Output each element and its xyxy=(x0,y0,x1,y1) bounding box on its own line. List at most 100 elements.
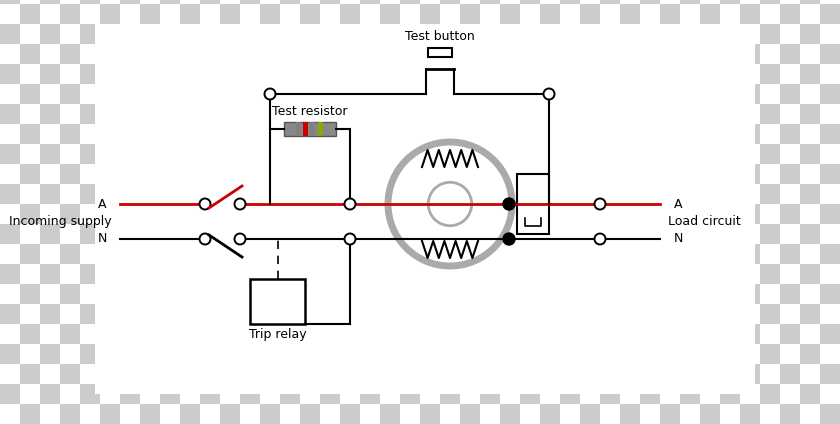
Bar xyxy=(500,0,520,4)
Bar xyxy=(140,224,160,244)
Bar xyxy=(740,124,760,144)
Bar xyxy=(600,24,620,44)
Bar xyxy=(500,24,520,44)
Bar xyxy=(760,384,780,404)
Bar xyxy=(20,284,40,304)
Bar xyxy=(180,24,200,44)
Bar xyxy=(280,84,300,104)
Bar xyxy=(60,204,80,224)
Bar xyxy=(60,344,80,364)
Bar xyxy=(400,204,420,224)
Bar xyxy=(180,84,200,104)
Bar xyxy=(720,344,740,364)
Bar xyxy=(520,0,540,4)
Bar xyxy=(720,384,740,404)
Bar xyxy=(740,4,760,24)
Bar xyxy=(220,104,240,124)
Bar xyxy=(280,0,300,4)
Bar xyxy=(220,264,240,284)
Bar xyxy=(680,244,700,264)
Bar xyxy=(0,384,20,404)
Bar xyxy=(580,264,600,284)
Bar xyxy=(360,224,380,244)
Bar xyxy=(480,184,500,204)
Bar xyxy=(80,0,100,4)
Bar xyxy=(760,104,780,124)
Bar xyxy=(80,44,100,64)
Bar xyxy=(80,324,100,344)
Bar xyxy=(500,124,520,144)
Bar xyxy=(80,144,100,164)
Bar xyxy=(40,144,60,164)
Bar xyxy=(300,0,320,4)
Bar xyxy=(700,364,720,384)
Bar xyxy=(780,164,800,184)
Bar xyxy=(820,124,840,144)
Bar xyxy=(520,324,540,344)
Bar xyxy=(80,124,100,144)
Bar xyxy=(560,364,580,384)
Bar xyxy=(520,124,540,144)
Bar xyxy=(500,364,520,384)
Bar xyxy=(280,104,300,124)
Bar xyxy=(140,324,160,344)
Bar xyxy=(100,0,120,4)
Bar xyxy=(420,24,440,44)
Bar xyxy=(420,164,440,184)
Bar xyxy=(580,164,600,184)
Bar xyxy=(580,324,600,344)
Bar xyxy=(240,404,260,424)
Bar xyxy=(520,244,540,264)
Bar xyxy=(700,0,720,4)
Bar xyxy=(0,184,20,204)
Bar xyxy=(580,124,600,144)
Bar xyxy=(140,284,160,304)
Bar xyxy=(580,304,600,324)
Bar xyxy=(240,144,260,164)
Bar xyxy=(540,244,560,264)
Bar xyxy=(140,384,160,404)
Bar xyxy=(780,84,800,104)
Bar xyxy=(700,304,720,324)
Bar xyxy=(220,204,240,224)
Bar xyxy=(720,144,740,164)
Bar xyxy=(60,144,80,164)
Bar xyxy=(200,0,220,4)
Bar xyxy=(660,64,680,84)
Bar xyxy=(420,84,440,104)
Bar xyxy=(360,344,380,364)
Bar xyxy=(500,44,520,64)
Bar xyxy=(700,24,720,44)
Bar xyxy=(700,144,720,164)
Bar xyxy=(0,44,20,64)
Bar xyxy=(80,64,100,84)
Bar xyxy=(640,144,660,164)
Bar xyxy=(680,84,700,104)
Bar xyxy=(260,24,280,44)
Text: Incoming supply: Incoming supply xyxy=(9,215,112,228)
Bar xyxy=(260,204,280,224)
Bar xyxy=(560,404,580,424)
Bar xyxy=(700,164,720,184)
Bar xyxy=(440,244,460,264)
Bar xyxy=(440,0,460,4)
Bar xyxy=(720,304,740,324)
Bar xyxy=(260,284,280,304)
Bar xyxy=(760,0,780,4)
Bar xyxy=(740,84,760,104)
Bar xyxy=(420,344,440,364)
Bar xyxy=(540,184,560,204)
Bar xyxy=(560,304,580,324)
Bar xyxy=(20,304,40,324)
Bar xyxy=(340,4,360,24)
Bar xyxy=(80,204,100,224)
Bar xyxy=(100,124,120,144)
Bar xyxy=(680,384,700,404)
Bar xyxy=(160,164,180,184)
Bar xyxy=(500,324,520,344)
Bar xyxy=(480,344,500,364)
Text: N: N xyxy=(674,232,683,245)
Bar xyxy=(380,264,400,284)
Bar xyxy=(320,104,340,124)
Bar xyxy=(300,404,320,424)
